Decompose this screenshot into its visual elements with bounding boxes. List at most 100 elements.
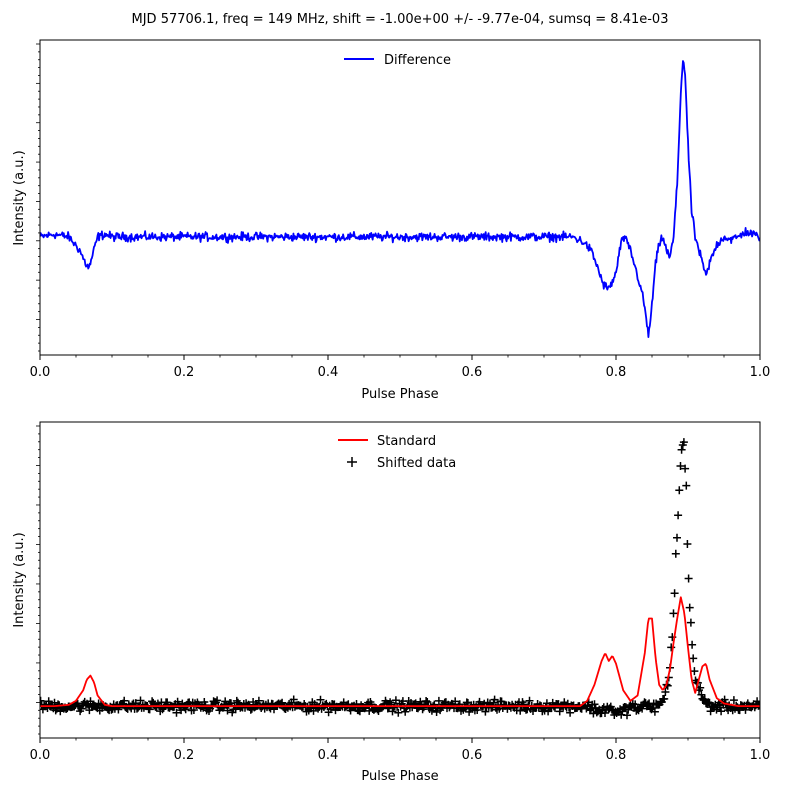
data-point (401, 707, 410, 716)
x-tick-label: 1.0 (750, 365, 771, 380)
data-point (355, 707, 364, 716)
standard-vs-data-chart: 0.0 0.2 0.4 0.6 0.8 1.0 Pulse Phase Intensity… (12, 421, 771, 784)
data-point (316, 695, 325, 704)
figure-title: MJD 57706.1, freq = 149 MHz, shift = -1.… (131, 12, 669, 27)
data-point (44, 697, 53, 706)
data-point (189, 706, 198, 714)
data-point (587, 704, 595, 713)
data-point (172, 708, 181, 717)
data-point (690, 667, 699, 676)
legend: Difference (344, 53, 451, 68)
data-point (669, 609, 678, 618)
data-point (289, 695, 298, 704)
data-point (365, 706, 374, 715)
data-point (677, 445, 686, 454)
x-tick-label: 0.6 (462, 365, 483, 380)
data-point (389, 703, 398, 712)
data-point (590, 700, 599, 709)
x-tick-label: 0.2 (174, 365, 195, 380)
legend: Standard Shifted data (338, 434, 456, 471)
x-tick-label: 0.4 (318, 365, 339, 380)
data-point (423, 698, 432, 706)
data-point (706, 707, 715, 716)
x-tick-label: 0.8 (606, 365, 627, 380)
data-point (560, 698, 569, 707)
data-point (688, 640, 697, 649)
data-point (697, 690, 706, 699)
data-point (519, 700, 528, 709)
data-point (555, 707, 564, 716)
data-point (741, 705, 750, 714)
data-point (481, 707, 490, 716)
data-point (631, 700, 640, 709)
data-point (673, 533, 681, 542)
x-tick-label: 1.0 (750, 748, 771, 763)
x-tick-label: 0.0 (30, 365, 51, 380)
data-point (670, 589, 679, 598)
difference-chart: 0.0 0.2 0.4 0.6 0.8 1.0 Pulse Phase Intensity… (12, 39, 771, 400)
y-axis-label: Intensity (a.u.) (12, 150, 27, 245)
data-point (434, 696, 443, 705)
data-point (432, 708, 441, 716)
data-point (120, 696, 129, 705)
y-axis-label: Intensity (a.u.) (12, 532, 27, 627)
data-point (717, 707, 726, 716)
data-point (689, 654, 698, 663)
data-point (684, 574, 693, 583)
data-point (497, 697, 506, 706)
data-point (232, 696, 241, 705)
data-point (461, 703, 470, 712)
data-point (671, 549, 680, 558)
data-point (51, 706, 60, 715)
data-point (223, 706, 232, 715)
x-tick-label: 0.0 (30, 748, 51, 763)
series-line-standard (40, 596, 760, 708)
data-point (391, 696, 400, 705)
data-point (473, 706, 482, 714)
x-axis-label: Pulse Phase (361, 387, 438, 400)
data-point (213, 696, 222, 705)
data-point (729, 696, 738, 705)
data-point (422, 697, 431, 705)
legend-label-standard: Standard (377, 434, 436, 449)
legend-label-difference: Difference (384, 53, 451, 68)
x-tick-label: 0.2 (174, 748, 195, 763)
data-point (490, 695, 499, 704)
data-point (679, 438, 688, 447)
data-point (540, 706, 549, 715)
data-point (623, 711, 631, 720)
series-points-shifted-data (40, 438, 760, 720)
data-point (650, 707, 659, 716)
data-point (661, 688, 670, 696)
data-point (674, 511, 683, 520)
series-line-difference (40, 60, 760, 338)
data-point (681, 464, 690, 473)
data-point (667, 643, 676, 652)
data-point (618, 707, 627, 716)
data-point (682, 481, 691, 490)
legend-marker-shifted-data (347, 457, 357, 467)
data-point (107, 705, 116, 714)
data-point (86, 697, 95, 706)
data-point (686, 618, 695, 627)
data-point (451, 697, 460, 706)
data-point (388, 707, 397, 716)
data-point (638, 704, 647, 713)
data-point (516, 706, 525, 715)
data-point (675, 486, 684, 495)
x-axis-label: Pulse Phase (361, 769, 438, 784)
data-point (525, 696, 534, 705)
legend-label-shifted-data: Shifted data (377, 456, 456, 471)
data-point (660, 694, 669, 703)
data-point (40, 696, 45, 705)
data-point (136, 696, 145, 705)
x-tick-label: 0.8 (606, 748, 627, 763)
data-point (683, 540, 692, 548)
data-point (685, 603, 694, 612)
data-point (676, 462, 685, 470)
x-tick-label: 0.6 (462, 748, 483, 763)
data-point (128, 700, 137, 709)
data-point (394, 708, 403, 717)
data-point (601, 709, 609, 717)
